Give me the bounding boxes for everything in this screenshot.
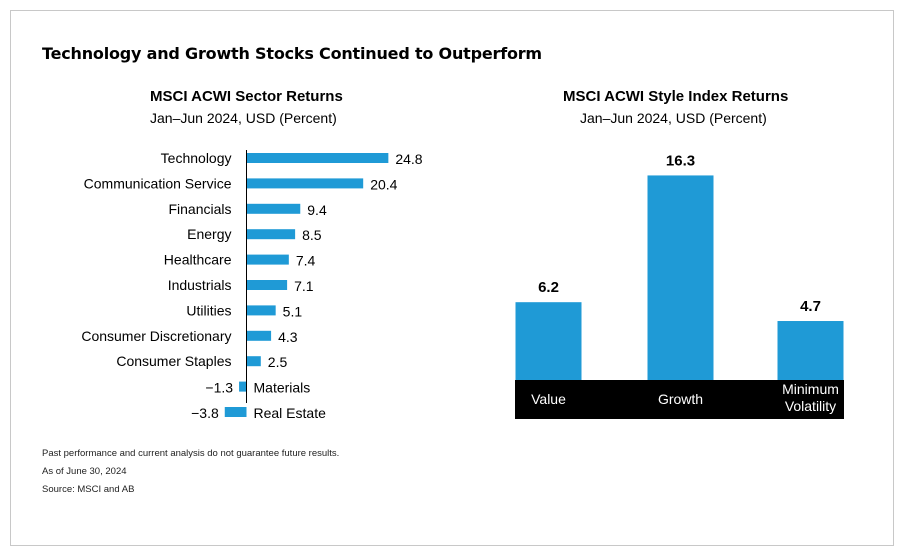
sector-bar — [246, 254, 289, 265]
style-category-label: Volatility — [785, 398, 836, 414]
sector-value-label: 8.5 — [302, 227, 322, 243]
sector-category-label: Technology — [161, 150, 232, 166]
sector-chart-title: MSCI ACWI Sector Returns — [150, 88, 343, 105]
sector-value-label: 5.1 — [283, 303, 303, 319]
sector-bar — [239, 381, 247, 392]
sector-bar — [246, 153, 389, 163]
sector-value-label: −3.8 — [191, 405, 219, 421]
sector-bar — [246, 178, 364, 189]
sector-bar — [246, 229, 296, 240]
sector-category-label: Real Estate — [254, 405, 327, 421]
sector-bar — [246, 280, 288, 290]
style-bar — [515, 302, 582, 380]
sector-value-label: 9.4 — [307, 202, 327, 218]
sector-category-label: Utilities — [186, 302, 231, 318]
style-value-label: 6.2 — [538, 279, 559, 296]
sector-category-label: Consumer Staples — [116, 353, 231, 369]
style-chart-subtitle: Jan–Jun 2024, USD (Percent) — [580, 110, 767, 126]
sector-value-label: 7.4 — [296, 253, 316, 269]
sector-category-label: Healthcare — [164, 252, 232, 268]
sector-category-label: Industrials — [168, 277, 232, 293]
sector-bar — [246, 330, 272, 341]
sector-bar — [246, 305, 276, 316]
sector-category-label: Communication Service — [84, 175, 232, 191]
style-category-label: Value — [531, 391, 566, 407]
footnote-disclaimer: Past performance and current analysis do… — [42, 448, 340, 459]
sector-bar — [246, 356, 261, 367]
sector-bar — [246, 203, 301, 214]
sector-value-label: 24.8 — [395, 151, 422, 167]
chart-frame — [10, 10, 894, 546]
style-chart-title: MSCI ACWI Style Index Returns — [563, 88, 789, 105]
sector-chart-subtitle: Jan–Jun 2024, USD (Percent) — [150, 110, 337, 126]
sector-category-label: Materials — [254, 380, 311, 396]
style-category-label: Minimum — [782, 381, 839, 397]
category-axis-band — [515, 380, 844, 419]
sector-value-label: 20.4 — [370, 176, 397, 192]
style-bar — [777, 321, 844, 380]
sector-value-label: −1.3 — [205, 380, 233, 396]
page-title: Technology and Growth Stocks Continued t… — [42, 44, 542, 63]
sector-category-label: Consumer Discretionary — [81, 328, 231, 344]
sector-value-label: 7.1 — [294, 278, 314, 294]
style-bar — [647, 175, 714, 380]
style-value-label: 4.7 — [800, 298, 821, 315]
style-category-label: Growth — [658, 391, 703, 407]
sector-category-label: Energy — [187, 226, 231, 242]
footnote-source: Source: MSCI and AB — [42, 484, 135, 495]
sector-category-label: Financials — [168, 201, 231, 217]
sector-bar — [224, 407, 247, 417]
sector-value-label: 4.3 — [278, 329, 298, 345]
sector-value-label: 2.5 — [268, 354, 288, 370]
footnote-date: As of June 30, 2024 — [42, 466, 127, 477]
style-value-label: 16.3 — [666, 152, 695, 169]
